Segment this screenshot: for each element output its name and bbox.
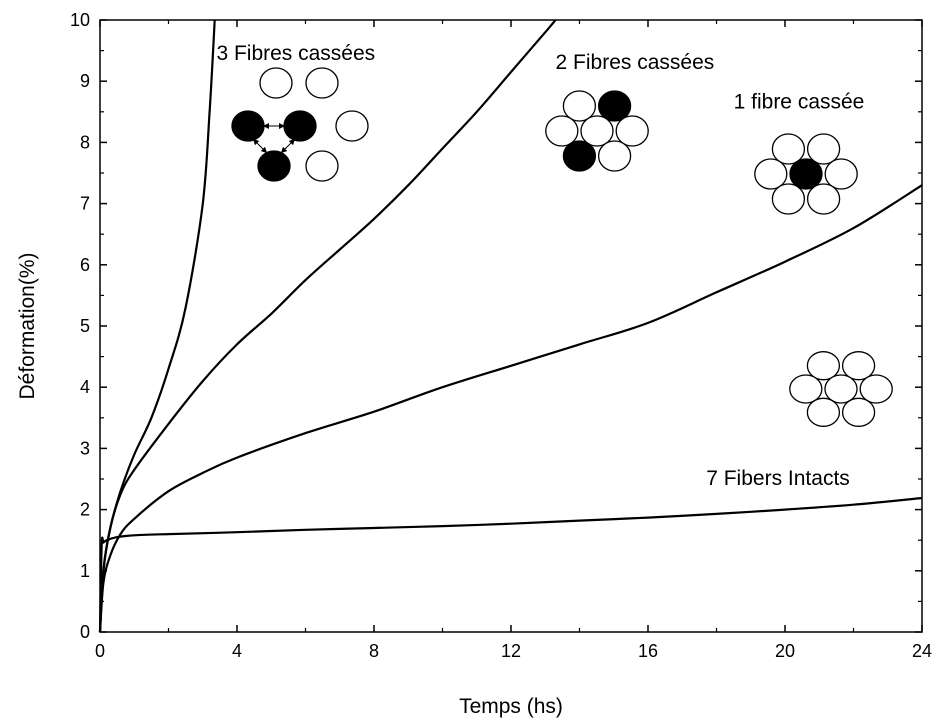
intact-fiber [824, 374, 858, 404]
y-tick-label: 2 [80, 500, 90, 520]
fiber-bundle-1-broken [754, 133, 858, 215]
series-line-1 [98, 496, 923, 633]
y-tick-label: 7 [80, 194, 90, 214]
broken-fiber [257, 150, 291, 182]
x-tick-label: 20 [775, 641, 795, 661]
interaction-arrow [280, 138, 296, 154]
annotation-label-2: 2 Fibres cassées [556, 51, 715, 74]
y-tick-label: 8 [80, 132, 90, 152]
y-axis-label: Déformation(%) [16, 252, 39, 399]
intact-fiber [841, 351, 876, 381]
intact-fiber [580, 115, 614, 147]
intact-fiber [259, 67, 293, 99]
fiber-bundle-2-broken [545, 90, 649, 172]
broken-fiber [283, 110, 317, 142]
series-line-4 [98, 19, 216, 633]
x-axis-label: Temps (hs) [459, 695, 563, 718]
x-tick-label: 0 [95, 641, 105, 661]
intact-fiber [545, 115, 579, 147]
intact-fiber [615, 115, 649, 147]
intact-fiber [305, 67, 339, 99]
intact-fiber [597, 140, 632, 172]
series-line-3 [98, 19, 557, 633]
series-layer [98, 19, 923, 633]
broken-fiber [789, 158, 823, 190]
intact-fiber [841, 397, 876, 427]
broken-fiber [597, 90, 632, 122]
fiber-bundle-intact [789, 351, 893, 427]
y-tick-label: 4 [80, 377, 90, 397]
intact-fiber [335, 110, 369, 142]
y-tick-label: 5 [80, 316, 90, 336]
intact-fiber [806, 351, 841, 381]
annotation-label-1: 3 Fibres cassées [216, 42, 375, 65]
y-tick-label: 10 [70, 10, 90, 30]
intact-fiber [305, 150, 339, 182]
series-line-2 [98, 184, 923, 633]
y-tick-label: 0 [80, 622, 90, 642]
intact-fiber [806, 397, 841, 427]
intact-fiber [771, 133, 806, 165]
annotation-label-4: 7 Fibers Intacts [706, 467, 850, 490]
x-tick-label: 4 [232, 641, 242, 661]
intact-fiber [806, 183, 841, 215]
intact-fiber [771, 183, 806, 215]
x-tick-label: 12 [501, 641, 521, 661]
intact-fiber [824, 158, 858, 190]
y-tick-label: 6 [80, 255, 90, 275]
y-tick-label: 3 [80, 438, 90, 458]
x-tick-label: 8 [369, 641, 379, 661]
x-tick-label: 24 [912, 641, 932, 661]
intact-fiber [859, 374, 893, 404]
annotation-label-3: 1 fibre cassée [734, 91, 865, 114]
broken-fiber [231, 110, 265, 142]
intact-fiber [806, 133, 841, 165]
interaction-arrow [252, 138, 268, 154]
y-tick-label: 9 [80, 71, 90, 91]
intact-fiber [789, 374, 823, 404]
fiber-bundle-3-broken [231, 67, 369, 182]
annotations-layer: 3 Fibres cassées 2 Fibres cassées 1 fibre … [216, 42, 893, 490]
broken-fiber [562, 140, 597, 172]
y-tick-label: 1 [80, 561, 90, 581]
intact-fiber [754, 158, 788, 190]
intact-fiber [562, 90, 597, 122]
x-tick-label: 16 [638, 641, 658, 661]
